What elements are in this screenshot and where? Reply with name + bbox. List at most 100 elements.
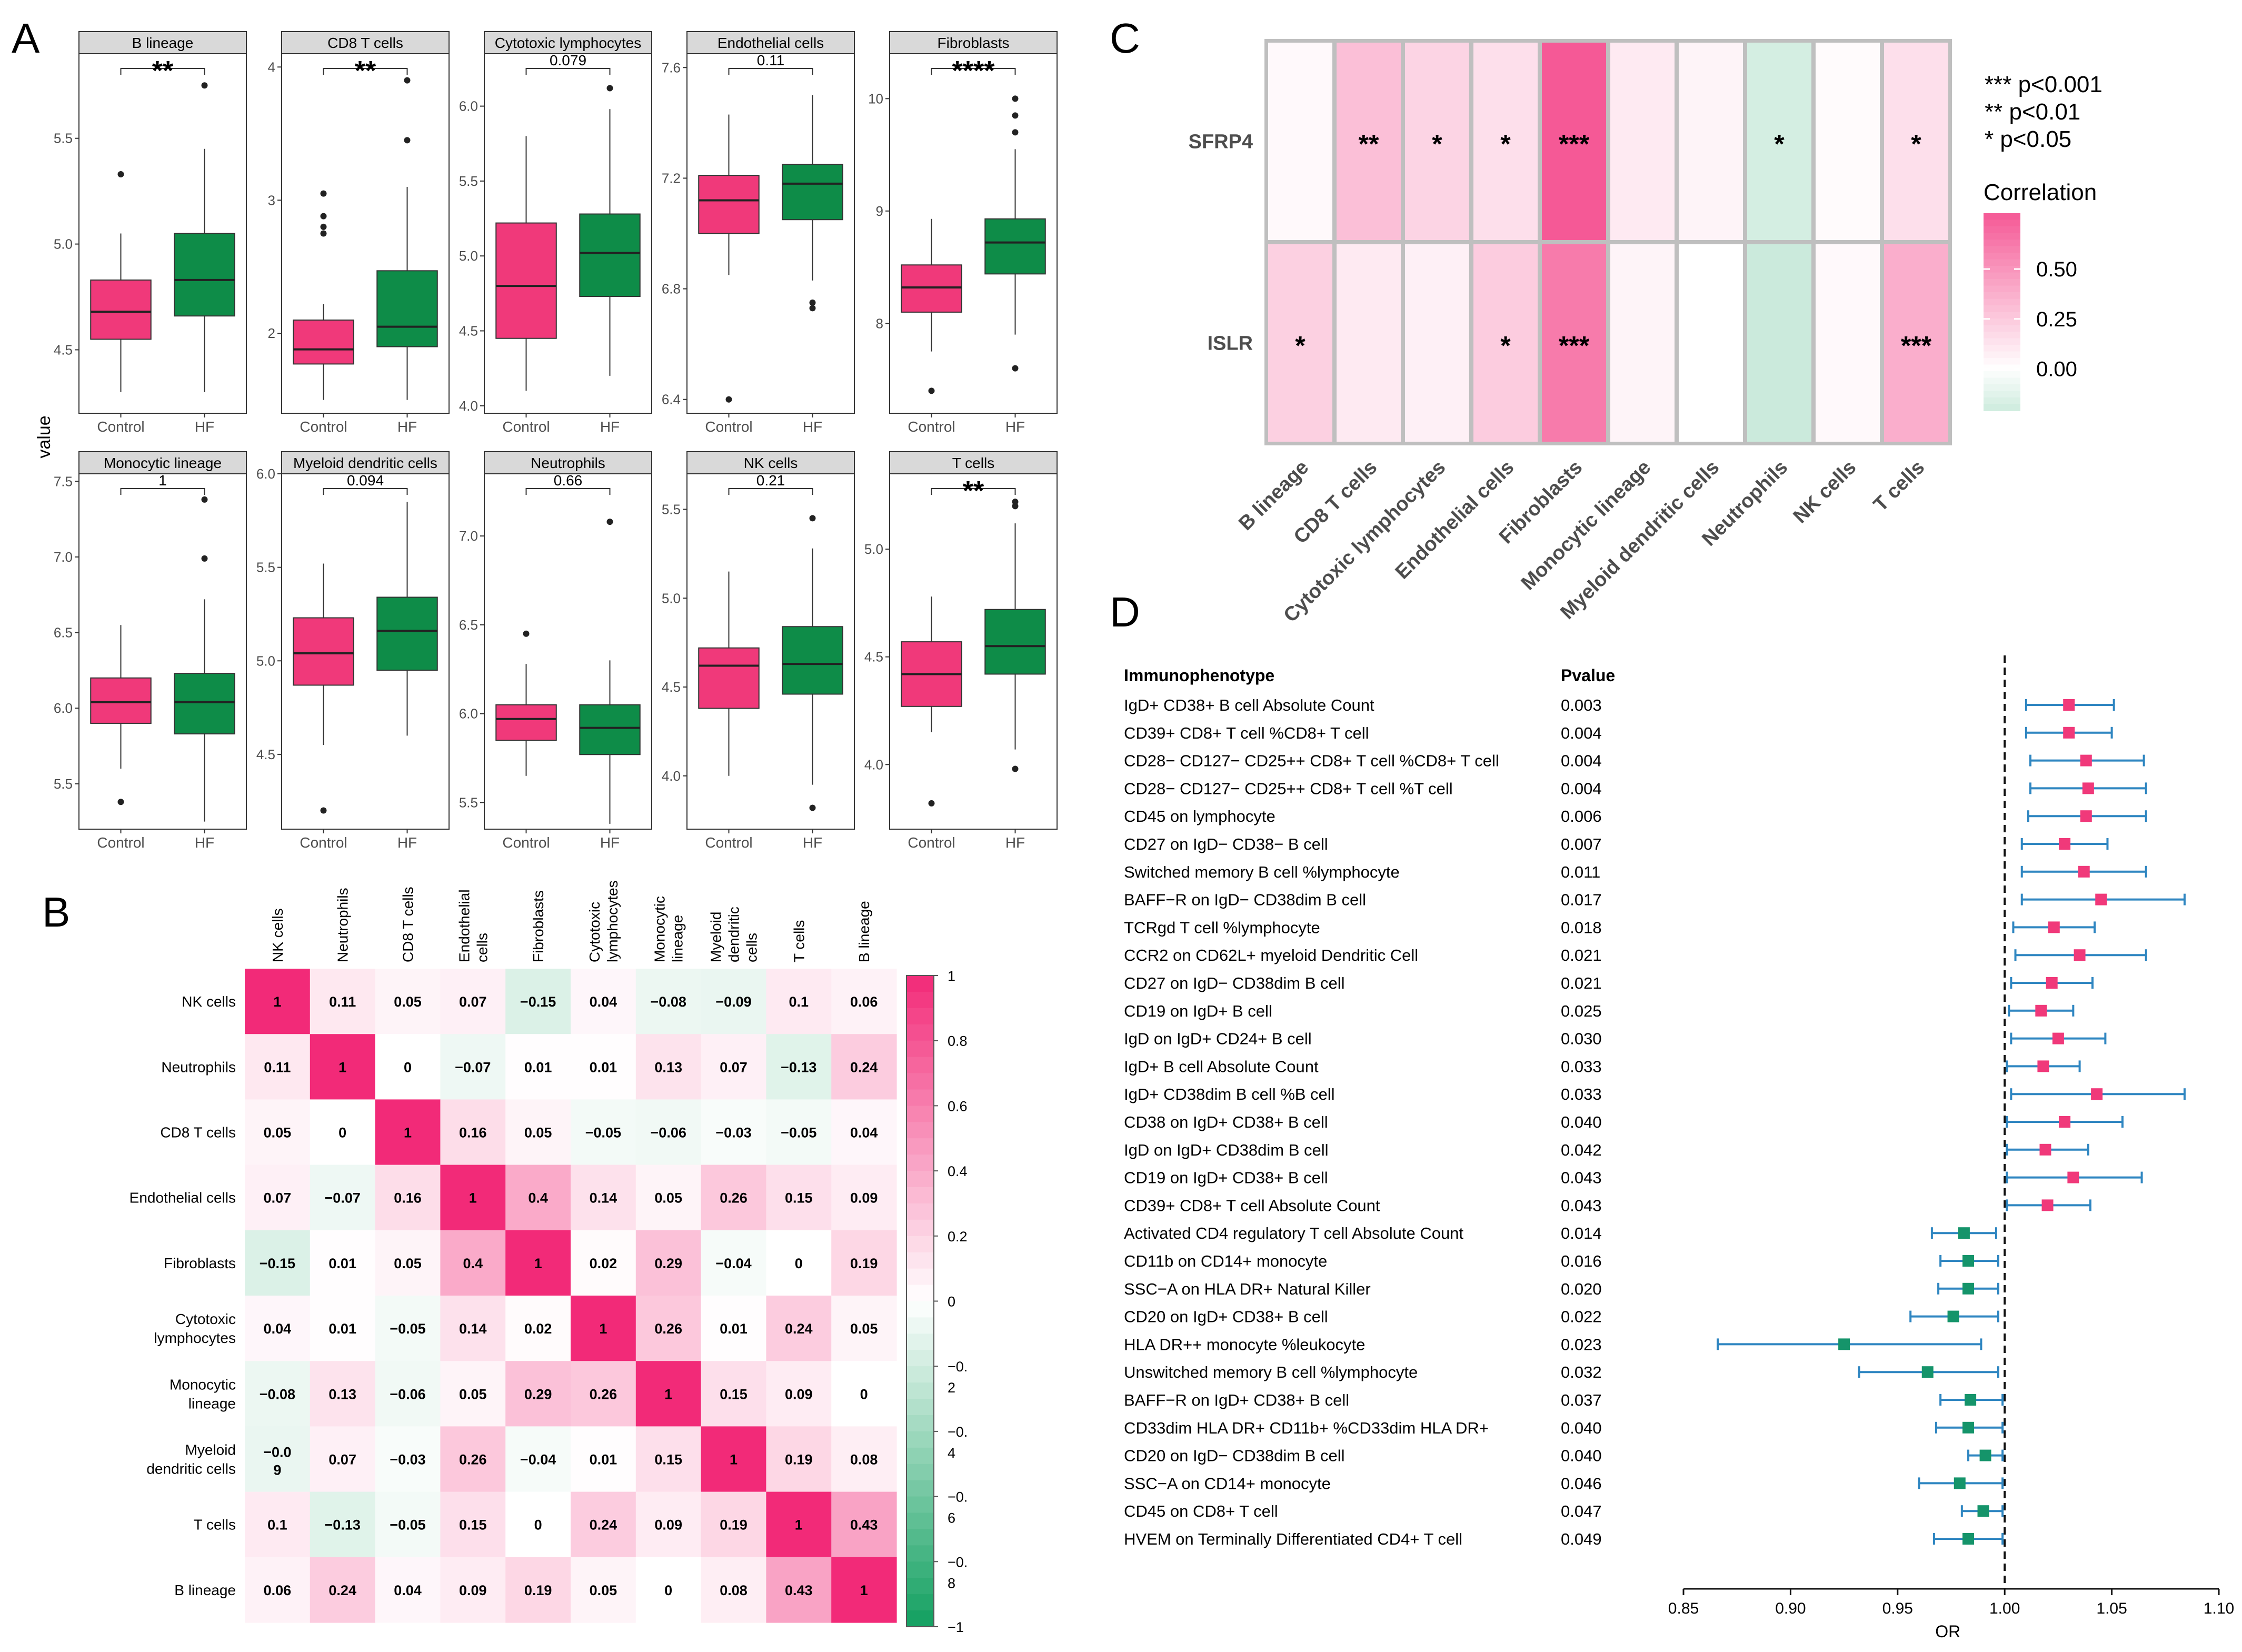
legend-gradient-segment [1984,391,2020,398]
heatmap-cell [766,1099,832,1166]
heatmap-cell [310,1034,376,1100]
odds-ratio-point [2037,1060,2049,1072]
heatmap-frame [1264,39,1952,445]
colorbar-tick-label: 1 [948,968,955,984]
x-tick-label: 1.10 [2204,1600,2234,1617]
immunophenotype-label: CD27 on IgD− CD38dim B cell [1124,974,1345,992]
heatmap-cell [766,1491,832,1558]
immunophenotype-label: SSC−A on HLA DR+ Natural Killer [1124,1280,1371,1298]
cell-label: −0.15 [520,994,556,1010]
odds-ratio-point [2095,893,2107,905]
column-label: lineage [670,915,686,962]
cell-label: 0.02 [590,1256,617,1271]
y-tick-label: 6.0 [54,700,73,716]
panel-b-correlation-heatmap: 1 0.11 0.05 0.07 −0.15 0.04 −0.08 −0.09 0.1 0.060… [129,880,968,1635]
y-tick-label: 5.5 [256,560,275,575]
heatmap-cell [701,1099,766,1166]
heatmap-cell [635,1361,702,1427]
facet-title: Myeloid dendritic cells [293,455,437,471]
significance-bracket [120,68,205,75]
y-tick-label: 7.0 [54,549,73,565]
significance-stars: *** [1559,130,1590,159]
colorbar-tick-label: 0.6 [948,1098,968,1114]
heatmap-cell [440,1165,506,1231]
colorbar-segment [906,1382,934,1400]
pvalue-label: 0.033 [1561,1057,1602,1076]
heatmap-cell [635,1165,702,1231]
cell-label: 0.14 [590,1190,617,1206]
heatmap-cell [310,1557,376,1623]
facet-strip [686,451,855,474]
colorbar-segment [906,1008,934,1025]
cell-label: 0.07 [328,1452,356,1468]
heatmap-cell [440,1034,506,1100]
pvalue-label: 0.007 [1561,835,1602,853]
heatmap-cell [1268,244,1332,442]
cell-label: 0.4 [528,1190,548,1206]
y-tick-label: 5.0 [256,653,275,669]
significance-legend-item: *** p<0.001 [1985,72,2103,97]
heatmap-cell [1747,244,1811,442]
heatmap-cell [701,1165,766,1231]
odds-ratio-point [1921,1366,1934,1378]
cell-label: 0.01 [328,1256,356,1271]
significance-legend-item: * p<0.05 [1985,126,2071,152]
heatmap-cell [571,1034,636,1100]
cell-label: 0.07 [459,994,487,1010]
row-label: Cytotoxic [175,1311,236,1327]
outlier-point [809,515,816,522]
heatmap-cell [310,1296,376,1361]
pvalue-label: 0.011 [1561,863,1600,881]
colorbar-tick-label: 2 [948,1380,955,1396]
row-label: ISLR [1207,333,1253,355]
cell-label: 0 [664,1583,672,1598]
box-control [698,647,760,709]
box-hf [782,164,843,221]
colorbar-segment [906,1333,934,1351]
y-tick-label: 9 [876,203,883,219]
colorbar-segment [906,1252,934,1269]
column-label: cells [744,933,760,962]
heatmap-cell [505,1491,571,1558]
legend-gradient-segment [1984,233,2020,240]
facet-strip [889,31,1058,54]
colorbar-segment [906,1040,934,1058]
y-tick-label: 5.0 [662,590,681,606]
y-tick-label: 5.5 [54,776,73,792]
outlier-point [201,555,208,562]
significance-label: 0.079 [550,52,586,68]
outlier-point [320,807,327,814]
column-label: NK cells [1789,456,1861,528]
heatmap-cell [310,1426,376,1492]
facet-title: Fibroblasts [938,35,1010,51]
heatmap-cell [375,1491,441,1558]
colorbar-segment [906,1219,934,1237]
odds-ratio-point [2048,921,2060,933]
heatmap-cell [440,1491,506,1558]
x-tick-label: Control [300,834,347,851]
cell-label: 0.15 [459,1517,487,1533]
cell-label: −0.05 [781,1125,816,1141]
legend-gradient-segment [1984,371,2020,379]
heatmap-cell [245,1426,311,1492]
cell-label: 0 [534,1517,542,1533]
significance-label: ** [152,56,174,86]
pvalue-label: 0.017 [1561,891,1602,909]
pvalue-label: 0.033 [1561,1085,1602,1103]
heatmap-cell [1679,43,1743,240]
heatmap-cell [571,1361,636,1427]
cell-label: 0.15 [720,1386,748,1402]
odds-ratio-point [2082,782,2094,794]
odds-ratio-point [1977,1505,1989,1517]
heatmap-cell [505,1034,571,1100]
significance-bracket [728,68,813,75]
cell-label: 1 [599,1321,607,1337]
column-label: T cells [791,920,807,962]
colorbar-segment [906,1236,934,1253]
heatmap-cell [831,1230,897,1296]
legend-gradient-segment [1984,259,2020,266]
pvalue-label: 0.003 [1561,696,1602,714]
outlier-point [404,77,411,84]
heatmap-cell [635,1296,702,1361]
heatmap-cell [440,1099,506,1166]
